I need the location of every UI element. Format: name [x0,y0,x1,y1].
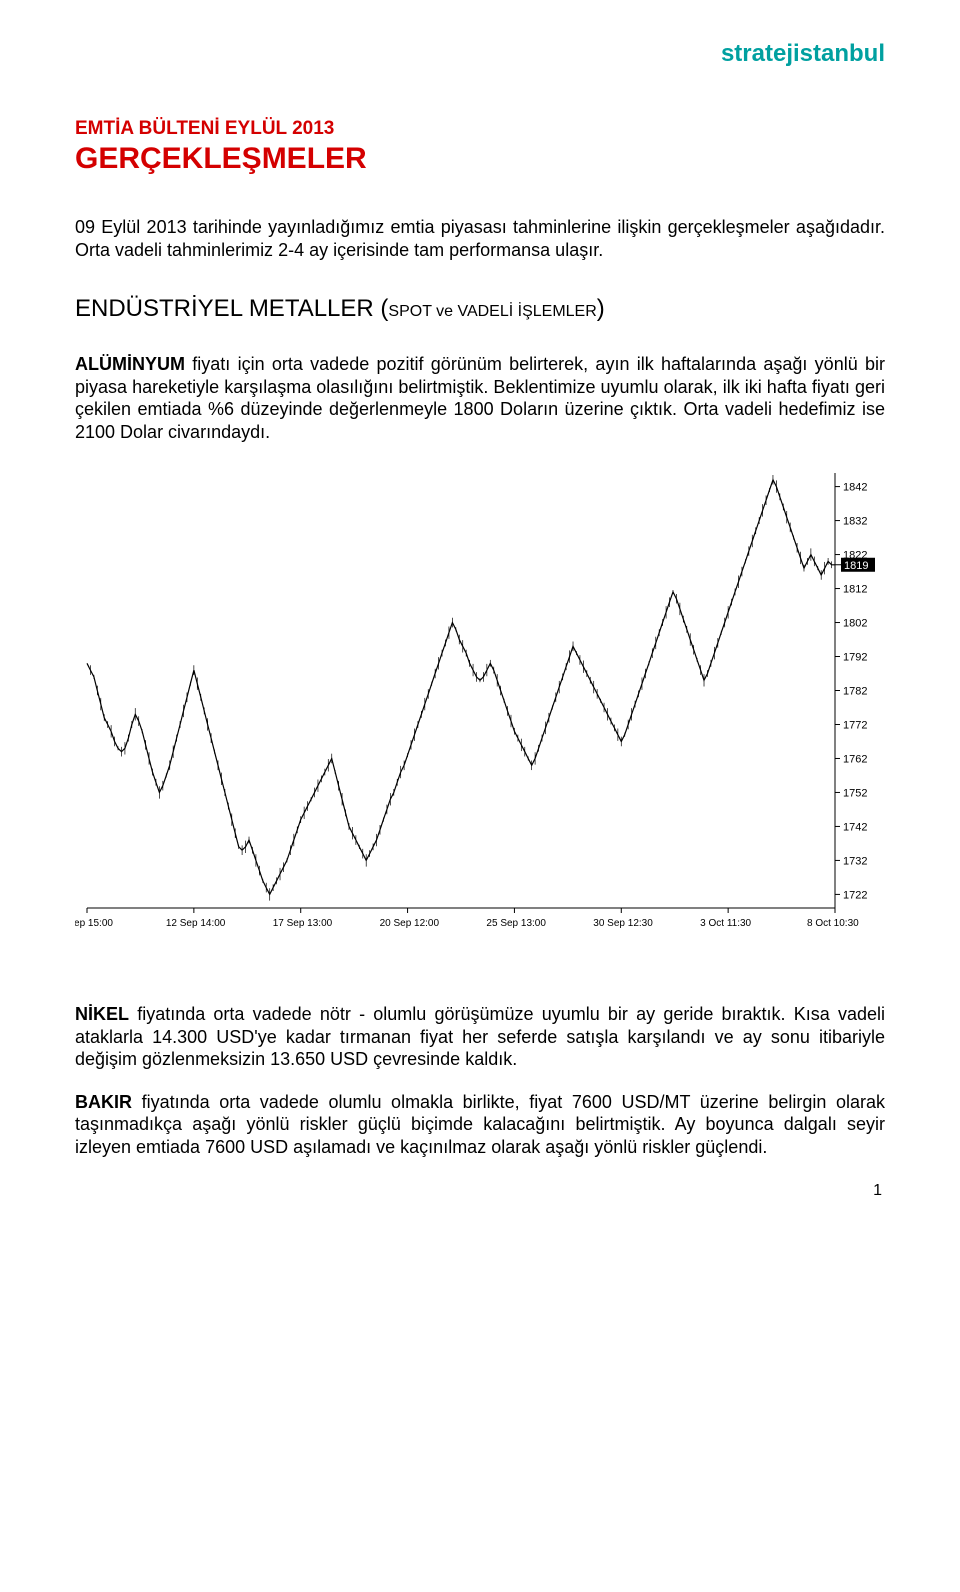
bakir-body: fiyatında orta vadede olumlu olmakla bir… [75,1092,885,1157]
svg-text:17 Sep 13:00: 17 Sep 13:00 [273,918,333,929]
svg-text:12 Sep 14:00: 12 Sep 14:00 [166,918,226,929]
section-heading: ENDÜSTRİYEL METALLER (SPOT ve VADELİ İŞL… [75,295,885,323]
svg-text:1732: 1732 [843,855,867,867]
svg-text:1762: 1762 [843,753,867,765]
price-chart: 1722 1732 1742 1752 1762 1772 1782 1792 1802 1812… [75,463,885,943]
svg-text:1752: 1752 [843,787,867,799]
svg-text:1772: 1772 [843,719,867,731]
nikel-lead: NİKEL [75,1004,129,1024]
aluminyum-lead: ALÜMİNYUM [75,354,185,374]
section-heading-big: ENDÜSTRİYEL METALLER ( [75,295,388,322]
bakir-paragraph: BAKIR fiyatında orta vadede olumlu olmak… [75,1091,885,1159]
svg-text:1812: 1812 [843,584,867,596]
svg-text:25 Sep 13:00: 25 Sep 13:00 [486,918,546,929]
main-heading: GERÇEKLEŞMELER [75,142,885,176]
svg-text:1782: 1782 [843,686,867,698]
svg-text:1742: 1742 [843,821,867,833]
aluminyum-paragraph: ALÜMİNYUM fiyatı için orta vadede poziti… [75,353,885,443]
intro-paragraph: 09 Eylül 2013 tarihinde yayınladığımız e… [75,216,885,261]
svg-text:1819: 1819 [844,560,868,572]
price-chart-svg: 1722 1732 1742 1752 1762 1772 1782 1792 1802 1812… [75,463,885,943]
svg-text:30 Sep 12:30: 30 Sep 12:30 [593,918,653,929]
page-number: 1 [873,1182,882,1200]
svg-text:1792: 1792 [843,652,867,664]
svg-text:3 Oct 11:30: 3 Oct 11:30 [700,918,751,929]
svg-text:8 Oct 10:30: 8 Oct 10:30 [807,918,859,929]
svg-text:1832: 1832 [843,516,867,528]
nikel-body: fiyatında orta vadede nötr - olumlu görü… [75,1004,885,1069]
aluminyum-body: fiyatı için orta vadede pozitif görünüm … [75,354,885,442]
section-heading-small: SPOT ve VADELİ İŞLEMLER [388,303,596,320]
svg-text:9 Sep 15:00: 9 Sep 15:00 [75,918,113,929]
bulletin-label: EMTİA BÜLTENİ EYLÜL 2013 [75,118,885,140]
section-heading-close: ) [597,295,605,322]
svg-text:1802: 1802 [843,618,867,630]
svg-text:1722: 1722 [843,889,867,901]
bakir-lead: BAKIR [75,1092,132,1112]
svg-text:1842: 1842 [843,482,867,494]
brand-name: stratejistanbul [75,40,885,68]
svg-text:20 Sep 12:00: 20 Sep 12:00 [380,918,440,929]
nikel-paragraph: NİKEL fiyatında orta vadede nötr - oluml… [75,1003,885,1071]
